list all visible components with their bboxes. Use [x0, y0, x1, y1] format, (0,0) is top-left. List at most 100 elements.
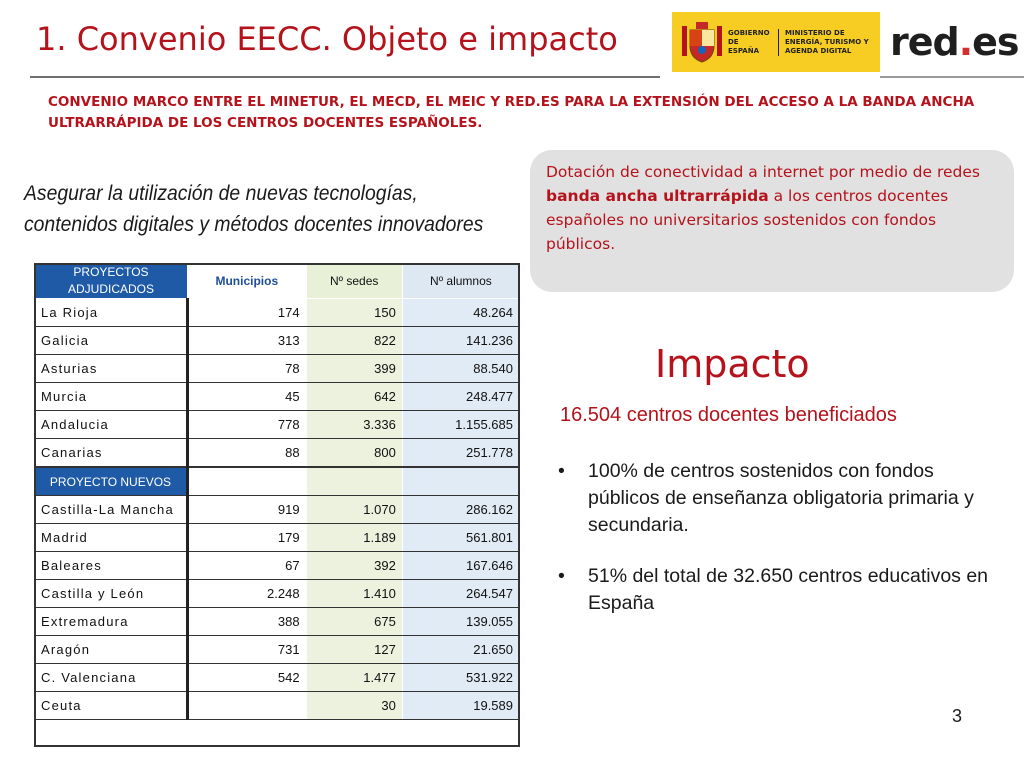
table-row: Castilla y León 2.248 1.410 264.547: [34, 579, 521, 608]
impact-heading: Impacto: [655, 342, 810, 386]
table-header-row: PROYECTOS ADJUDICADOS Municipios Nº sede…: [34, 263, 521, 299]
municipalities-value: 179: [187, 523, 307, 552]
region-name: Murcia: [34, 382, 189, 411]
bullet-icon: •: [558, 565, 565, 587]
table-row: Andalucia 778 3.336 1.155.685: [34, 410, 521, 439]
region-name: Castilla-La Mancha: [34, 495, 189, 524]
sites-value: 150: [305, 298, 403, 327]
coat-of-arms-icon: [682, 22, 722, 63]
impact-bullet: • 100% de centros sostenidos con fondos p…: [558, 458, 998, 539]
municipalities-value: 388: [187, 607, 307, 636]
group-empty-cell: [401, 466, 521, 496]
municipalities-value: 542: [187, 663, 307, 692]
table-row: Madrid 179 1.189 561.801: [34, 523, 521, 552]
region-name: Andalucia: [34, 410, 189, 439]
students-value: 141.236: [401, 326, 521, 355]
header-projects-awarded: PROYECTOS ADJUDICADOS: [34, 263, 188, 299]
sites-value: 399: [305, 354, 403, 383]
students-value: 88.540: [401, 354, 521, 383]
sites-value: 675: [305, 607, 403, 636]
header-municipalities: Municipios: [187, 263, 307, 299]
goal-statement: Asegurar la utilización de nuevas tecnol…: [24, 178, 483, 240]
bullet-text: 100% de centros sostenidos con fondos pú…: [588, 460, 974, 536]
municipalities-value: [187, 691, 307, 720]
awarded-projects-body: La Rioja 174 150 48.264 Galicia 313 822 141.236…: [34, 298, 521, 468]
municipalities-value: 174: [187, 298, 307, 327]
new-projects-group-header: PROYECTO NUEVOS: [34, 466, 521, 496]
header-sites: Nº sedes: [305, 263, 403, 299]
students-value: 561.801: [401, 523, 521, 552]
connectivity-callout: Dotación de conectividad a internet por …: [530, 150, 1014, 292]
title-divider: [30, 76, 660, 78]
region-name: C. Valenciana: [34, 663, 189, 692]
municipalities-value: 919: [187, 495, 307, 524]
municipalities-value: 2.248: [187, 579, 307, 608]
sites-value: 642: [305, 382, 403, 411]
municipalities-value: 313: [187, 326, 307, 355]
municipalities-value: 45: [187, 382, 307, 411]
region-name: Asturias: [34, 354, 189, 383]
students-value: 48.264: [401, 298, 521, 327]
region-name: Aragón: [34, 635, 189, 664]
group-header-row: PROYECTO NUEVOS: [34, 466, 521, 496]
agreement-subtitle: CONVENIO MARCO ENTRE EL MINETUR, EL MECD…: [48, 94, 975, 131]
region-name: Castilla y León: [34, 579, 189, 608]
sites-value: 30: [305, 691, 403, 720]
bullet-icon: •: [558, 460, 565, 482]
gov-logo-text-1: GOBIERNO DE ESPAÑA: [728, 28, 779, 56]
region-name: La Rioja: [34, 298, 189, 327]
students-value: 167.646: [401, 551, 521, 580]
region-name: Canarias: [34, 438, 189, 468]
projects-table: PROYECTOS ADJUDICADOS Municipios Nº sede…: [34, 263, 521, 720]
table-row: Baleares 67 392 167.646: [34, 551, 521, 580]
students-value: 1.155.685: [401, 410, 521, 439]
callout-text-1: Dotación de conectividad a internet por …: [546, 163, 980, 181]
region-name: Ceuta: [34, 691, 189, 720]
table-row: La Rioja 174 150 48.264: [34, 298, 521, 327]
municipalities-value: 78: [187, 354, 307, 383]
header-divider-right: [880, 76, 1024, 78]
students-value: 19.589: [401, 691, 521, 720]
table-row: Canarias 88 800 251.778: [34, 438, 521, 468]
municipalities-value: 731: [187, 635, 307, 664]
students-value: 21.650: [401, 635, 521, 664]
slide-title: 1. Convenio EECC. Objeto e impacto: [36, 20, 618, 58]
table-row: Aragón 731 127 21.650: [34, 635, 521, 664]
municipalities-value: 67: [187, 551, 307, 580]
impact-subtitle: 16.504 centros docentes beneficiados: [560, 404, 897, 426]
government-logo: GOBIERNO DE ESPAÑA MINISTERIO DE ENERGÍA…: [672, 12, 880, 72]
goal-line-1: Asegurar la utilización de nuevas tecnol…: [24, 181, 418, 205]
redes-logo: red.es: [890, 20, 1020, 64]
group-label: PROYECTO NUEVOS: [34, 466, 189, 496]
table-row: Castilla-La Mancha 919 1.070 286.162: [34, 495, 521, 524]
municipalities-value: 88: [187, 438, 307, 468]
table-row: Murcia 45 642 248.477: [34, 382, 521, 411]
region-name: Madrid: [34, 523, 189, 552]
redes-logo-dot: .: [958, 20, 973, 64]
municipalities-value: 778: [187, 410, 307, 439]
table-row: Ceuta 30 19.589: [34, 691, 521, 720]
new-projects-body: Castilla-La Mancha 919 1.070 286.162 Madrid 1…: [34, 495, 521, 720]
sites-value: 1.189: [305, 523, 403, 552]
students-value: 248.477: [401, 382, 521, 411]
callout-text-2: a los centros docentes españoles no univ…: [546, 187, 949, 253]
table-row: Galicia 313 822 141.236: [34, 326, 521, 355]
header-students: Nº alumnos: [401, 263, 521, 299]
students-value: 264.547: [401, 579, 521, 608]
sites-value: 1.477: [305, 663, 403, 692]
gov-logo-text-2: MINISTERIO DE ENERGÍA, TURISMO Y AGENDA …: [785, 28, 869, 55]
group-empty-cell: [305, 466, 403, 496]
page-number: 3: [952, 706, 963, 726]
sites-value: 822: [305, 326, 403, 355]
region-name: Galicia: [34, 326, 189, 355]
sites-value: 800: [305, 438, 403, 468]
students-value: 139.055: [401, 607, 521, 636]
table-row: C. Valenciana 542 1.477 531.922: [34, 663, 521, 692]
students-value: 251.778: [401, 438, 521, 468]
sites-value: 1.070: [305, 495, 403, 524]
table-row: Asturias 78 399 88.540: [34, 354, 521, 383]
students-value: 286.162: [401, 495, 521, 524]
impact-bullet: • 51% del total de 32.650 centros educati…: [558, 563, 998, 617]
students-value: 531.922: [401, 663, 521, 692]
impact-bullet-list: • 100% de centros sostenidos con fondos p…: [558, 458, 998, 641]
